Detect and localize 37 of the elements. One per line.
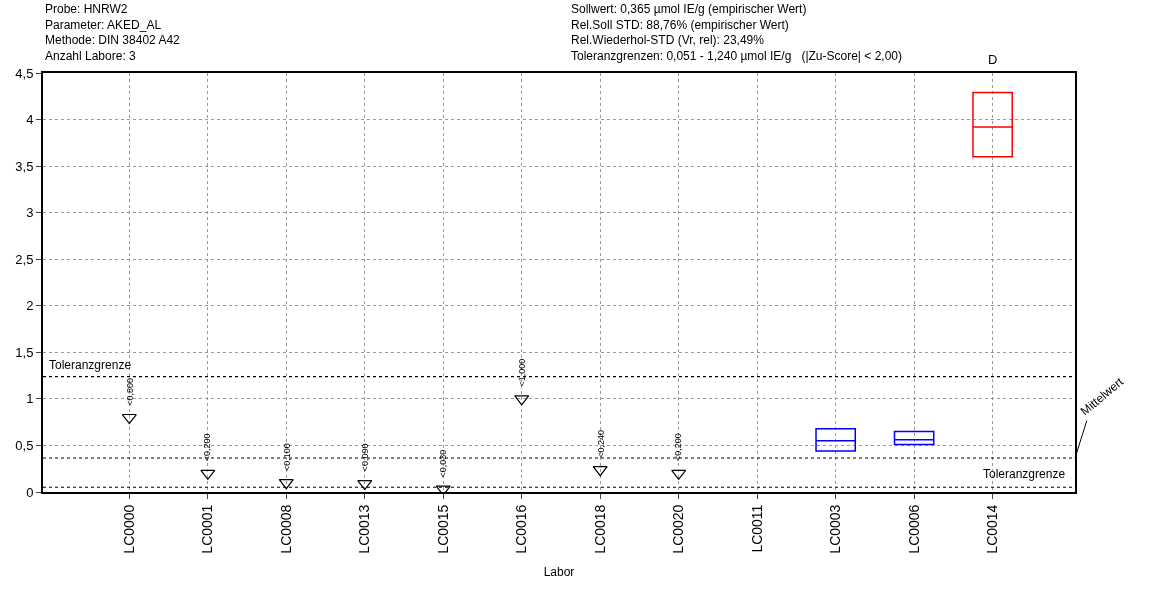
x-tick-label: LC0011 xyxy=(748,504,765,553)
data-label: <0,800 xyxy=(124,378,135,406)
x-tick-label: LC0020 xyxy=(670,504,687,554)
data-label: <0,240 xyxy=(595,430,606,458)
x-tick-label: LC0003 xyxy=(827,504,844,554)
data-label: <0,200 xyxy=(673,433,684,462)
y-tick-label: 4,5 xyxy=(15,65,34,81)
point xyxy=(121,413,137,425)
y-tick-label: 1,5 xyxy=(15,344,34,360)
y-tick-label: 4 xyxy=(26,112,34,128)
chart-subtitle: Sollwert: 0,365 µmol IE/g (empirischer Wert) Rel.Soll STD: 88,76% (empirischer Wert) Rel.Wiederhol-STD (Vr, rel): 23,49% Toleranzgrenzen: 0,051 - 1,240 µmol IE/g (|Zu-Score| < 2,00) xyxy=(571,2,902,63)
x-tick-label: LC0014 xyxy=(984,504,1001,554)
y-tick-label: 0,5 xyxy=(15,437,34,453)
data-label: <0,100 xyxy=(281,443,292,471)
data-label: <0,090 xyxy=(360,443,371,472)
chart-title: Probe: HNRW2 Parameter: AKED_AL Methode: DIN 38402 A42 Anzahl Labore: 3 xyxy=(45,2,181,63)
x-tick-label: LC0018 xyxy=(591,504,608,554)
y-tick-label: 3 xyxy=(26,205,34,221)
y-tick-label: 3,5 xyxy=(15,158,34,174)
y-tick-label: 1 xyxy=(26,391,34,407)
data-label: <0,200 xyxy=(202,433,213,462)
x-axis-title: Labor xyxy=(543,565,575,580)
y-tick-label: 2,5 xyxy=(15,251,34,267)
x-tick-label: LC0015 xyxy=(434,504,451,554)
text: D xyxy=(988,52,998,67)
data-label: <0,030 xyxy=(438,449,449,478)
data-label: <1,000 xyxy=(516,358,527,387)
x-tick-label: LC0013 xyxy=(356,504,373,554)
y-tick-label: 0 xyxy=(26,484,34,500)
x-tick-label: LC0016 xyxy=(513,504,530,554)
ref-line-label: Toleranzgrenze xyxy=(983,467,1066,481)
x-tick-label: LC0006 xyxy=(905,504,922,554)
y-tick-label: 2 xyxy=(26,298,34,314)
x-tick-label: LC0000 xyxy=(120,504,137,554)
x-tick-label: LC0008 xyxy=(277,504,294,554)
x-tick-label: LC0001 xyxy=(199,504,216,554)
ref-line-label: Toleranzgrenze xyxy=(49,358,132,372)
